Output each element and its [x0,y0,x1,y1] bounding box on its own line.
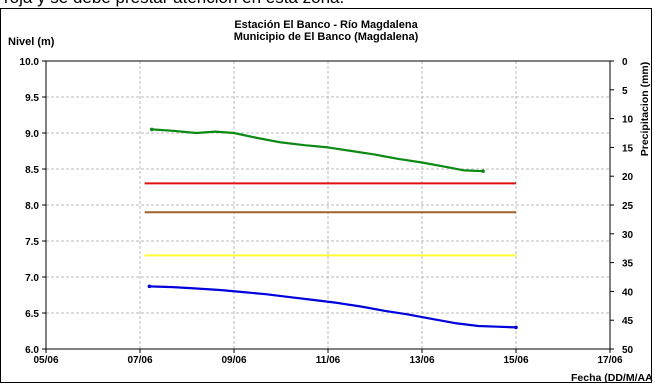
plot-area-border [45,60,611,350]
y-tick-label: 8.0 [25,201,39,212]
y2-tick-label: 30 [622,230,634,241]
y-tick-label: 8.5 [25,165,39,176]
y2-tick-label: 0 [622,57,628,68]
chart-frame: Estación El Banco - Río Magdalena Munici… [0,8,653,384]
y2-axis-label: Precipitacion (mm) [639,62,651,157]
y2-tick-label: 35 [622,259,634,270]
grid-layer [46,61,610,349]
y2-tick-label: 25 [622,201,634,212]
x-tick-label: 05/06 [33,355,58,366]
x-tick-label: 09/06 [221,355,246,366]
chart-subtitle: Municipio de El Banco (Magdalena) [234,31,419,43]
x-tick-label: 11/06 [316,355,341,366]
y2-tick-label: 50 [622,345,634,356]
y-tick-label: 7.0 [25,273,39,284]
y-tick-label: 9.5 [25,93,39,104]
x-axis-label: Fecha (DD/M/AA [571,372,653,384]
level-chart: Estación El Banco - Río Magdalena Munici… [8,19,653,384]
y2-tick-label: 45 [622,316,634,327]
y-tick-label: 6.0 [25,345,39,356]
series-end-point [514,325,518,330]
chart-title: Estación El Banco - Río Magdalena [234,19,418,31]
y-tick-label: 10.0 [20,57,40,68]
x-tick-label: 17/06 [597,355,622,366]
axis-layer [42,60,614,353]
y-tick-label: 6.5 [25,309,39,320]
tick-label-layer: 05/06 07/06 09/06 11/06 13/06 15/06 17/06 6.0 6.… [20,57,634,366]
y2-tick-label: 20 [622,172,634,183]
level-series-line [149,285,517,329]
y2-tick-label: 10 [622,115,634,126]
top-caption-text: roja y se debe prestar atención en esta … [4,0,344,8]
level-series-line [151,128,484,173]
y2-tick-label: 40 [622,287,634,298]
y-tick-label: 7.5 [25,237,39,248]
y-axis-label: Nivel (m) [8,36,55,48]
y2-tick-label: 15 [622,143,634,154]
x-tick-label: 07/06 [127,355,152,366]
series-start-point [149,127,154,132]
series-end-point [481,169,485,173]
x-tick-label: 13/06 [409,355,434,366]
series-start-point [147,284,152,289]
x-tick-label: 15/06 [503,355,528,366]
series-layer [147,127,518,330]
y2-tick-label: 5 [622,86,628,97]
y-tick-label: 9.0 [25,129,39,140]
threshold-layer [144,182,516,257]
